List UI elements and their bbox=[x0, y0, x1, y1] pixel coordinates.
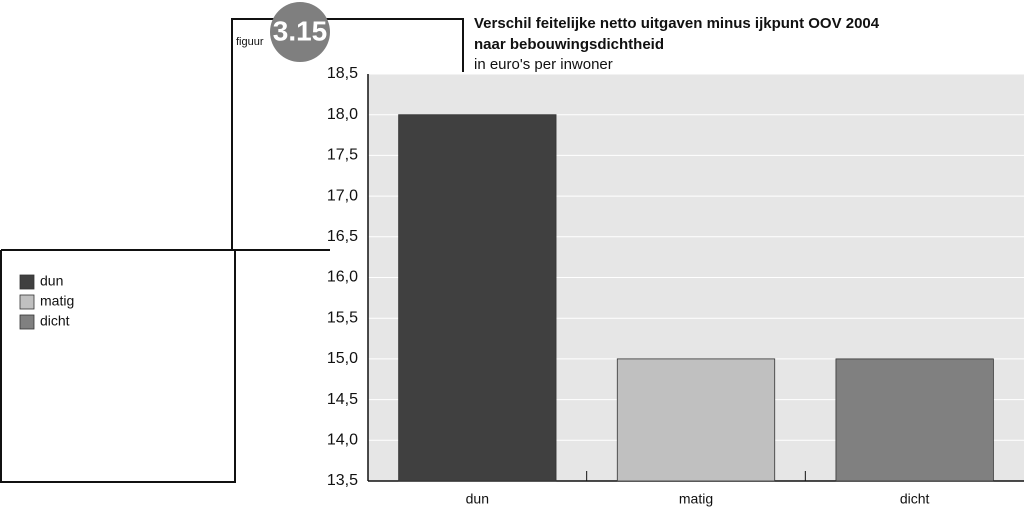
y-tick-label: 15,0 bbox=[327, 350, 358, 367]
y-tick-label: 16,0 bbox=[327, 269, 358, 286]
figure-label: figuur bbox=[236, 36, 264, 48]
figure-number: 3.15 bbox=[273, 15, 328, 46]
y-tick-label: 18,5 bbox=[327, 65, 358, 82]
legend-label: matig bbox=[40, 293, 74, 309]
y-tick-label: 14,0 bbox=[327, 432, 358, 449]
legend-label: dun bbox=[40, 273, 63, 289]
bar bbox=[835, 358, 994, 482]
legend-swatch bbox=[19, 294, 35, 310]
chart-title: Verschil feitelijke netto uitgaven minus… bbox=[474, 15, 880, 32]
y-tick-label: 16,5 bbox=[327, 228, 358, 245]
y-tick-label: 13,5 bbox=[327, 472, 358, 489]
figure-badge bbox=[270, 2, 330, 62]
y-tick-label: 17,5 bbox=[327, 147, 358, 164]
legend-swatch bbox=[19, 274, 35, 290]
legend-swatch bbox=[19, 314, 35, 330]
frame-line bbox=[0, 250, 236, 483]
legend-label: dicht bbox=[40, 313, 70, 329]
y-tick-label: 18,0 bbox=[327, 106, 358, 123]
y-tick-label: 14,5 bbox=[327, 391, 358, 408]
y-tick-label: 15,5 bbox=[327, 309, 358, 326]
bar bbox=[616, 358, 776, 482]
y-tick-label: 17,0 bbox=[327, 187, 358, 204]
chart-title: naar bebouwingsdichtheid bbox=[474, 36, 664, 53]
x-tick-label: matig bbox=[679, 491, 713, 507]
bar bbox=[398, 114, 557, 482]
x-tick-label: dicht bbox=[900, 491, 930, 507]
chart-subtitle: in euro's per inwoner bbox=[474, 56, 613, 73]
frame bbox=[0, 18, 464, 483]
frame-line bbox=[231, 18, 464, 250]
x-tick-label: dun bbox=[466, 491, 489, 507]
